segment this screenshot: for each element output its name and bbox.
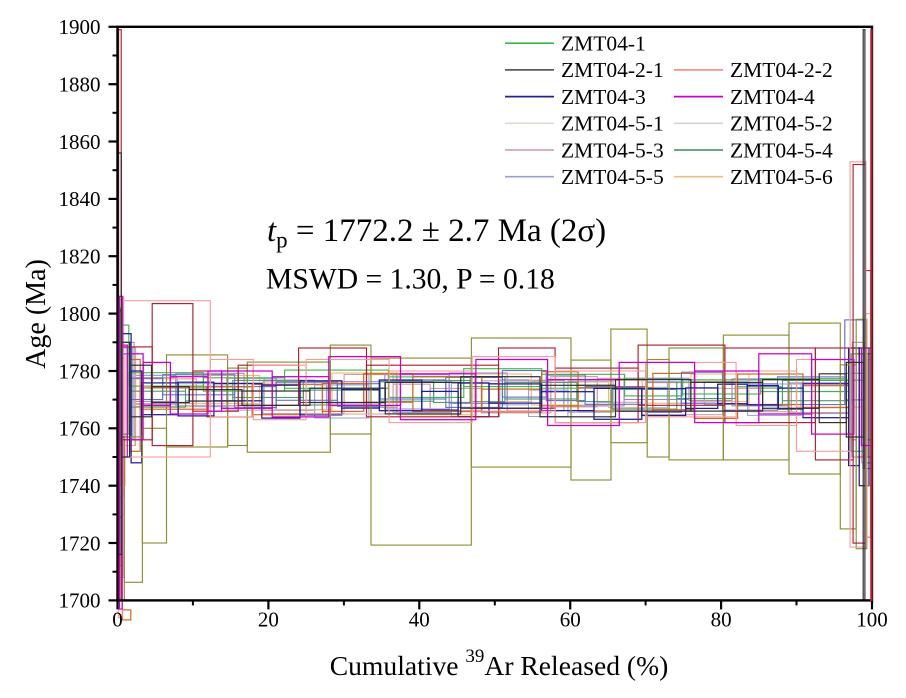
svg-text:1900: 1900: [59, 15, 101, 39]
svg-text:ZMT04-2-1: ZMT04-2-1: [561, 58, 664, 82]
svg-text:1880: 1880: [59, 73, 101, 97]
svg-text:1820: 1820: [59, 245, 101, 269]
svg-text:Age (Ma): Age (Ma): [21, 259, 52, 369]
svg-text:1860: 1860: [59, 130, 101, 154]
svg-text:MSWD = 1.30, P = 0.18: MSWD = 1.30, P = 0.18: [266, 264, 555, 296]
svg-text:ZMT04-5-4: ZMT04-5-4: [730, 138, 833, 162]
svg-text:60: 60: [560, 607, 581, 631]
svg-text:ZMT04-5-1: ZMT04-5-1: [561, 112, 664, 136]
svg-text:ZMT04-3: ZMT04-3: [561, 85, 646, 109]
svg-text:1740: 1740: [59, 474, 101, 498]
svg-text:20: 20: [258, 607, 279, 631]
svg-text:80: 80: [711, 607, 732, 631]
svg-text:ZMT04-5-5: ZMT04-5-5: [561, 165, 664, 189]
svg-text:ZMT04-5-6: ZMT04-5-6: [730, 165, 833, 189]
svg-text:1760: 1760: [59, 417, 101, 441]
svg-text:100: 100: [856, 607, 888, 631]
svg-text:1700: 1700: [59, 589, 101, 613]
svg-text:ZMT04-2-2: ZMT04-2-2: [730, 58, 833, 82]
svg-text:0: 0: [112, 607, 123, 631]
svg-text:ZMT04-4: ZMT04-4: [730, 85, 815, 109]
svg-text:tp = 1772.2 ± 2.7 Ma (2σ): tp = 1772.2 ± 2.7 Ma (2σ): [267, 213, 606, 253]
svg-text:1780: 1780: [59, 359, 101, 383]
svg-text:1840: 1840: [59, 187, 101, 211]
svg-text:ZMT04-1: ZMT04-1: [561, 32, 646, 56]
svg-text:ZMT04-5-3: ZMT04-5-3: [561, 138, 664, 162]
svg-text:1720: 1720: [59, 531, 101, 555]
svg-text:40: 40: [409, 607, 430, 631]
svg-text:ZMT04-5-2: ZMT04-5-2: [730, 112, 833, 136]
svg-text:Cumulative 39Ar Released (%): Cumulative 39Ar Released (%): [330, 646, 669, 681]
svg-text:1800: 1800: [59, 302, 101, 326]
